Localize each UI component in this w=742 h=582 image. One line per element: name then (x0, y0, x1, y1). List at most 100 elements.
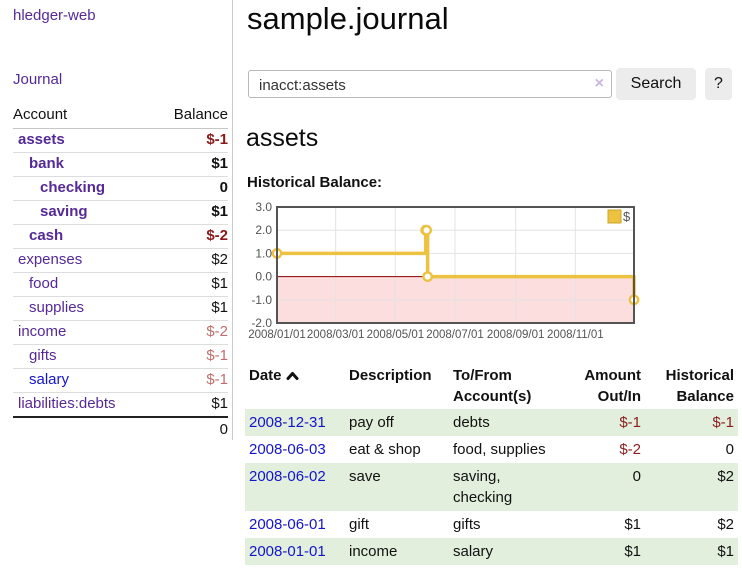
svg-text:2008/11/01: 2008/11/01 (547, 329, 604, 341)
transaction-date-link[interactable]: 2008-06-03 (249, 441, 326, 458)
register-row: 2008-01-01 income salary $1 $1 (245, 538, 738, 565)
transaction-balance: $2 (717, 468, 734, 485)
account-link-checking[interactable]: checking (40, 179, 106, 196)
transaction-amount: 0 (632, 468, 641, 485)
register-table: Date Description To/From Account(s) Amou… (245, 363, 738, 565)
register-header-description: Description (349, 367, 432, 384)
account-link-expenses[interactable]: expenses (18, 251, 83, 268)
page-title: sample.journal (247, 1, 449, 36)
account-link-saving[interactable]: saving (40, 203, 88, 220)
register-header-amount: Amount Out/In (584, 367, 641, 405)
account-balance: $1 (153, 152, 228, 177)
account-row: gifts $-1 (13, 344, 228, 369)
transaction-accounts: saving, checking (453, 468, 513, 506)
transaction-description: pay off (349, 414, 394, 431)
transaction-accounts: food, supplies (453, 441, 546, 458)
account-link-income[interactable]: income (18, 323, 67, 340)
transaction-accounts: debts (453, 414, 490, 431)
account-balance: $2 (153, 248, 228, 273)
svg-text:3.0: 3.0 (255, 200, 272, 214)
account-link-supplies[interactable]: supplies (29, 299, 85, 316)
account-row: income $-2 (13, 320, 228, 345)
svg-text:2008/07/01: 2008/07/01 (426, 329, 484, 341)
account-row: supplies $1 (13, 296, 228, 321)
search-button[interactable]: Search (616, 68, 696, 100)
transaction-amount: $-1 (619, 414, 641, 431)
account-balance: $-1 (153, 128, 228, 153)
svg-text:2008/05/01: 2008/05/01 (367, 329, 425, 341)
account-balance: $-2 (153, 224, 228, 249)
transaction-balance: $-1 (712, 414, 734, 431)
app-title-link[interactable]: hledger-web (13, 7, 96, 24)
account-row: liabilities:debts $1 (13, 392, 228, 418)
account-row: assets $-1 (13, 128, 228, 153)
transaction-description: gift (349, 516, 370, 533)
svg-text:2.0: 2.0 (255, 223, 272, 237)
sidebar-item-journal[interactable]: Journal (13, 71, 63, 88)
accounts-total-row: 0 (13, 416, 228, 442)
transaction-balance: $2 (717, 516, 734, 533)
help-button[interactable]: ? (705, 68, 732, 100)
register-header-date[interactable]: Date (245, 363, 345, 409)
account-link-cash[interactable]: cash (29, 227, 64, 244)
account-row: checking 0 (13, 176, 228, 201)
svg-text:$: $ (623, 209, 631, 224)
transaction-accounts: gifts (453, 516, 481, 533)
account-balance: $1 (153, 272, 228, 297)
account-link-gifts[interactable]: gifts (29, 347, 57, 364)
svg-text:-2.0: -2.0 (251, 316, 272, 330)
account-link-assets[interactable]: assets (18, 131, 65, 148)
transaction-description: eat & shop (349, 441, 421, 458)
register-row: 2008-06-02 save saving, checking 0 $2 (245, 463, 738, 511)
account-row: bank $1 (13, 152, 228, 177)
transaction-balance: 0 (725, 441, 734, 458)
account-link-food[interactable]: food (29, 275, 59, 292)
accounts-total-value: 0 (153, 416, 228, 442)
transaction-date-link[interactable]: 2008-06-02 (249, 468, 326, 485)
account-row: salary $-1 (13, 368, 228, 393)
account-heading: assets (246, 124, 319, 152)
account-balance: $1 (153, 392, 228, 418)
transaction-amount: $-2 (619, 441, 641, 458)
search-box: × (248, 70, 612, 98)
account-balance: $-1 (153, 344, 228, 369)
search-input[interactable] (257, 72, 591, 98)
transaction-balance: $1 (717, 543, 734, 560)
chart-title: Historical Balance: (247, 174, 383, 191)
transaction-amount: $1 (624, 543, 641, 560)
account-balance: 0 (153, 176, 228, 201)
register-row: 2008-12-31 pay off debts $-1 $-1 (245, 409, 738, 436)
account-link-bank[interactable]: bank (29, 155, 65, 172)
transaction-amount: $1 (624, 516, 641, 533)
svg-text:2008/09/01: 2008/09/01 (487, 329, 545, 341)
transaction-description: save (349, 468, 381, 485)
register-row: 2008-06-03 eat & shop food, supplies $-2 0 (245, 436, 738, 463)
register-header-accounts: To/From Account(s) (453, 367, 532, 405)
account-balance: $-1 (153, 368, 228, 393)
account-balance: $1 (153, 200, 228, 225)
account-row: saving $1 (13, 200, 228, 225)
transaction-accounts: salary (453, 543, 494, 560)
clear-search-icon[interactable]: × (594, 75, 604, 92)
transaction-date-link[interactable]: 2008-12-31 (249, 414, 326, 431)
svg-text:2008/01/01: 2008/01/01 (248, 329, 306, 341)
transaction-description: income (349, 543, 398, 560)
account-row: food $1 (13, 272, 228, 297)
accounts-table: Account Balance assets $-1 bank $1 checking 0… (13, 103, 228, 442)
account-link-salary[interactable]: salary (29, 371, 70, 388)
register-header-balance: Historical Balance (665, 367, 734, 405)
sidebar: hledger-web Journal Account Balance asse… (0, 0, 233, 442)
transaction-date-link[interactable]: 2008-01-01 (249, 543, 326, 560)
accounts-header-account: Account (13, 103, 154, 129)
account-row: cash $-2 (13, 224, 228, 249)
account-link-liabilities-debts[interactable]: liabilities:debts (18, 395, 116, 412)
svg-text:2008/03/01: 2008/03/01 (307, 329, 365, 341)
account-balance: $1 (153, 296, 228, 321)
register-row: 2008-06-01 gift gifts $1 $2 (245, 511, 738, 538)
transaction-date-link[interactable]: 2008-06-01 (249, 516, 326, 533)
accounts-header-balance: Balance (153, 103, 228, 129)
account-row: expenses $2 (13, 248, 228, 273)
sort-ascending-icon (286, 366, 299, 387)
svg-text:0.0: 0.0 (255, 270, 272, 284)
